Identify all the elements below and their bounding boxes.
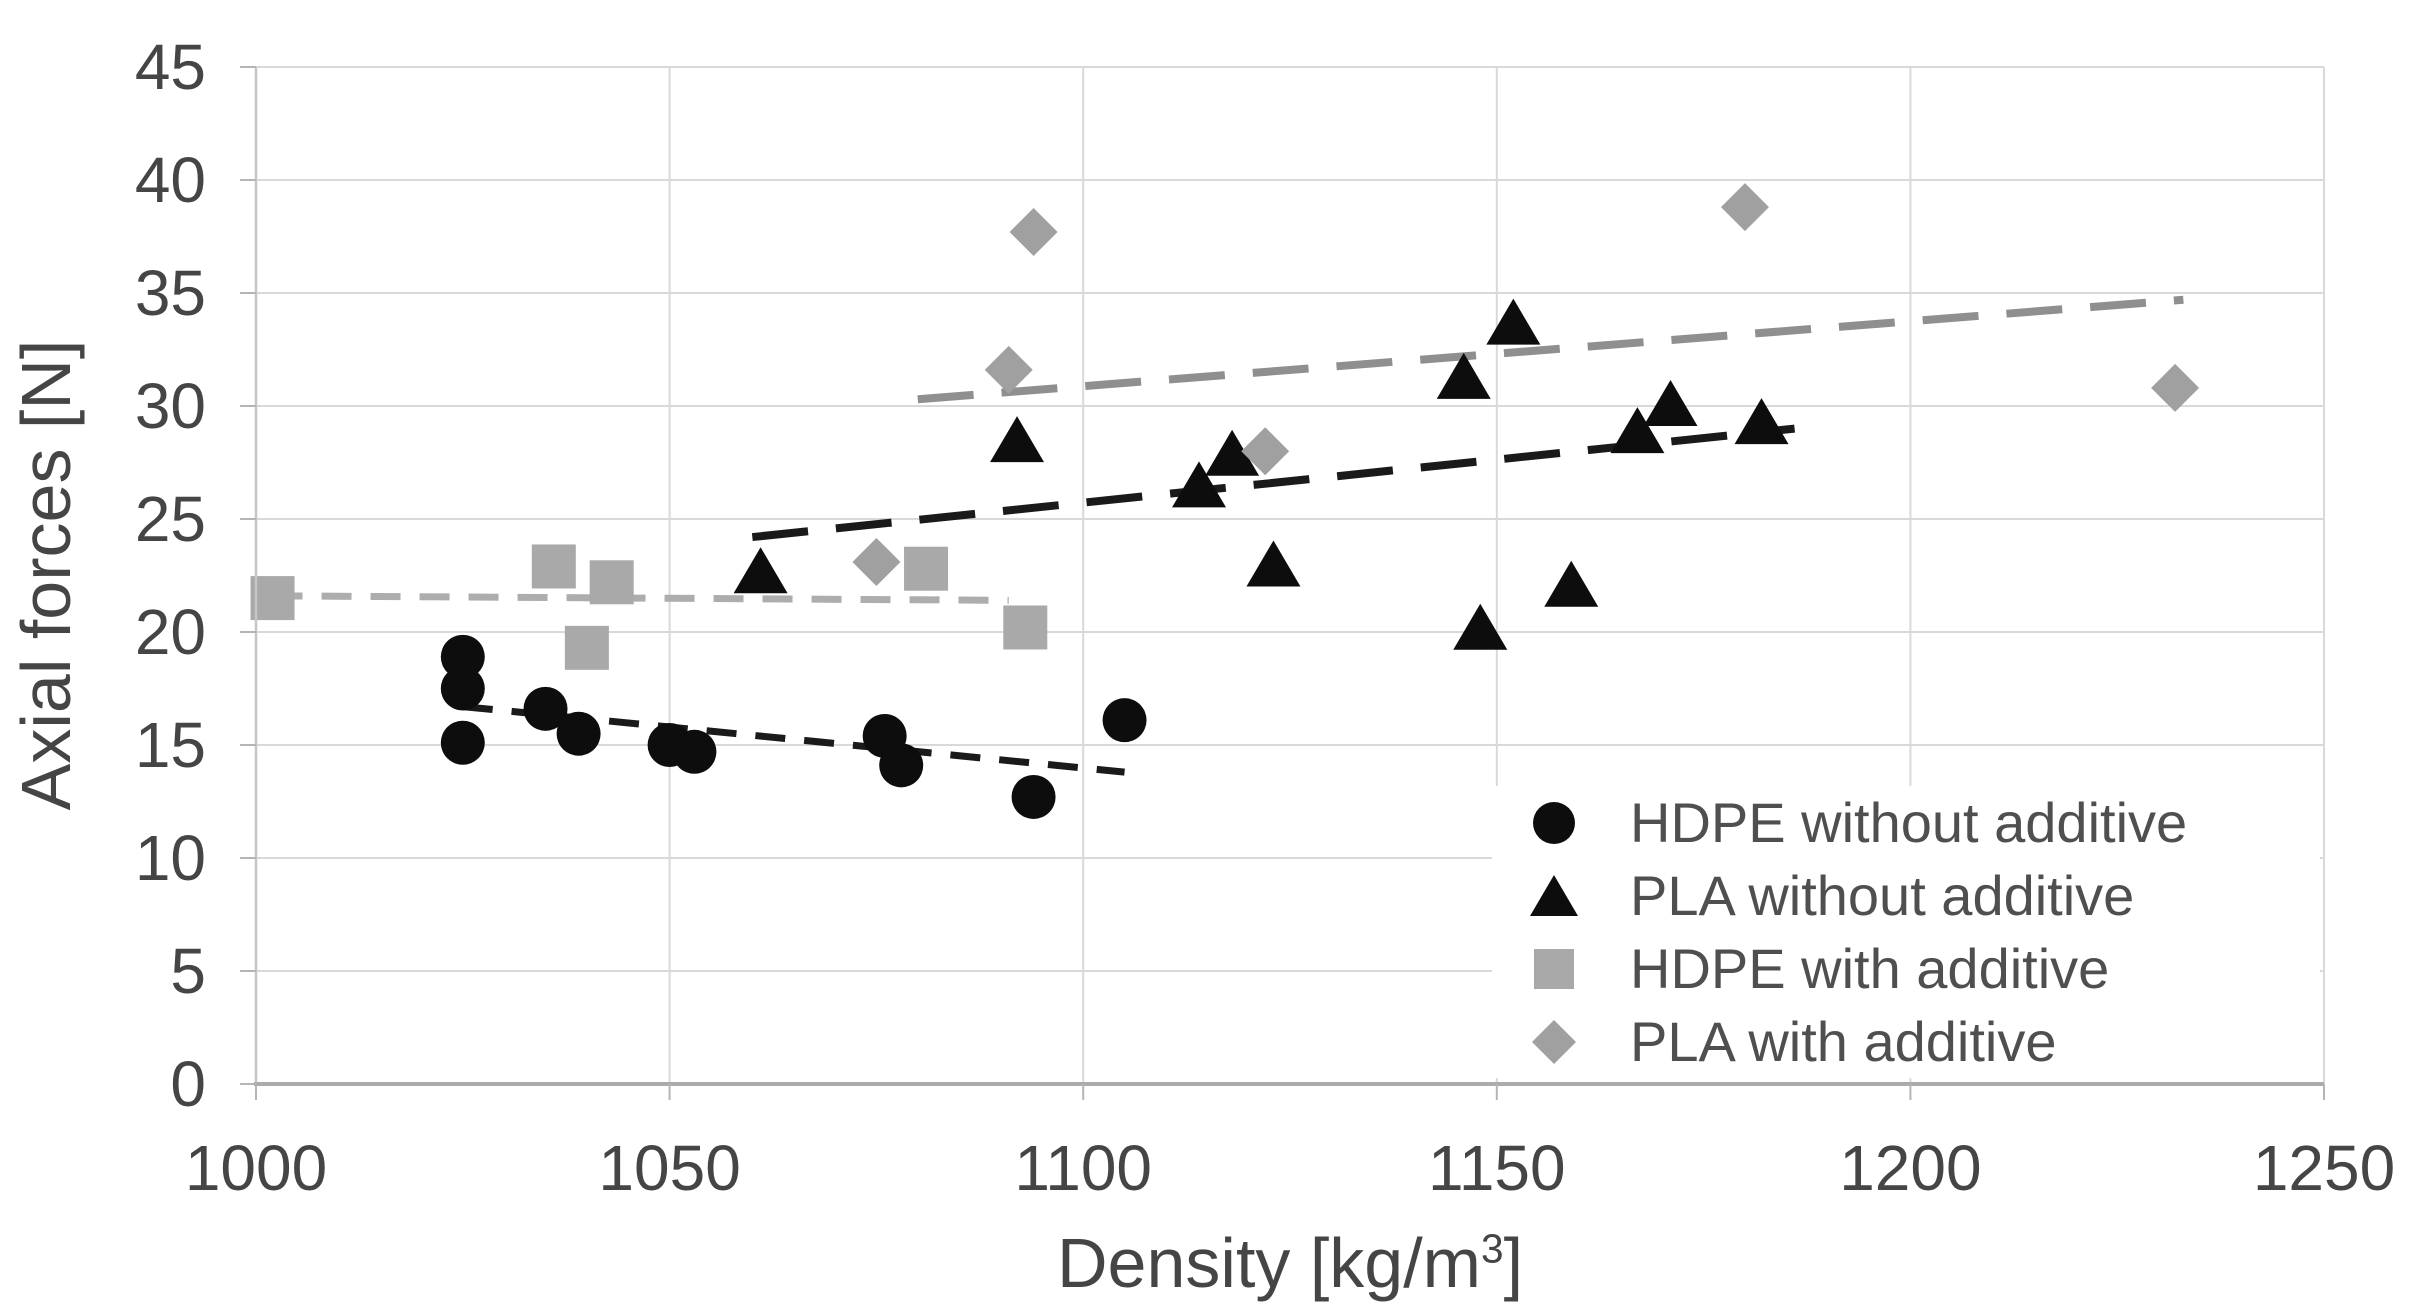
- hdpe-without-additive-point: [556, 711, 601, 756]
- x-tick-label: 1150: [1428, 1132, 1566, 1204]
- y-tick-label: 20: [135, 596, 206, 668]
- pla-without-additive-point: [990, 416, 1045, 463]
- y-tick-label: 35: [135, 257, 206, 329]
- pla-without-additive-point: [1172, 461, 1227, 508]
- pla-with-additive-point: [984, 345, 1033, 394]
- y-tick-label: 15: [135, 709, 206, 781]
- y-tick-label: 40: [135, 144, 206, 216]
- x-tick-label: 1100: [1014, 1132, 1152, 1204]
- hdpe-without-additive-point: [523, 686, 568, 731]
- triangle-legend-icon: [1530, 874, 1578, 916]
- hdpe-without-additive-point: [1102, 698, 1147, 743]
- legend-item-label: PLA with additive: [1630, 1010, 2057, 1073]
- pla-without-additive-point: [1436, 352, 1491, 399]
- hdpe-with-additive-point: [531, 544, 576, 589]
- x-axis-title-base: Density [kg/m: [1056, 1224, 1481, 1302]
- hdpe-with-additive-point: [564, 625, 609, 670]
- legend-item: PLA without additive: [1492, 859, 2320, 932]
- diamond-legend-icon: [1532, 1019, 1576, 1064]
- pla-without-additive-point: [1610, 407, 1665, 454]
- y-axis-title: Axial forces [N]: [7, 339, 85, 811]
- legend-item: HDPE with additive: [1492, 932, 2320, 1005]
- square-legend-icon: [1534, 948, 1574, 989]
- x-tick-label: 1250: [2253, 1132, 2395, 1204]
- x-axis-title-superscript: 3: [1480, 1225, 1504, 1272]
- pla-with-additive-point: [852, 537, 901, 586]
- x-tick-label: 1050: [598, 1132, 740, 1204]
- y-tick-label: 5: [170, 935, 206, 1007]
- pla-without-additive-point: [1486, 298, 1541, 345]
- hdpe-without-additive-point: [440, 720, 485, 765]
- legend-item: HDPE without additive: [1492, 786, 2320, 859]
- legend-item: PLA with additive: [1492, 1005, 2320, 1078]
- pla-without-additive-point: [1643, 380, 1698, 426]
- hdpe-with-additive-trendline: [272, 592, 1009, 604]
- pla-without-additive-point: [1205, 429, 1260, 476]
- y-tick-label: 30: [135, 370, 206, 442]
- hdpe-without-additive-point: [879, 743, 924, 788]
- diamond-legend-glyph: [1532, 1019, 1576, 1064]
- legend-item-label: HDPE with additive: [1630, 937, 2110, 1000]
- legend-item-label: PLA without additive: [1630, 864, 2135, 927]
- legend: HDPE without additive PLA without additiv…: [1492, 786, 2320, 1078]
- hdpe-with-additive-point: [904, 546, 949, 591]
- circle-legend-glyph: [1533, 801, 1575, 844]
- pla-with-additive-trendline: [917, 295, 2184, 404]
- pla-with-additive-point: [1720, 183, 1769, 232]
- pla-without-additive-point: [1544, 560, 1599, 607]
- pla-with-additive-point: [1009, 207, 1058, 256]
- pla-without-additive-point: [1734, 398, 1789, 445]
- y-tick-label: 45: [135, 31, 206, 103]
- hdpe-without-additive-point: [440, 634, 485, 679]
- x-tick-label: 1000: [185, 1132, 327, 1204]
- triangle-legend-glyph: [1530, 874, 1578, 916]
- circle-legend-icon: [1533, 801, 1575, 844]
- pla-with-additive-point: [2151, 363, 2200, 412]
- x-axis-title: Density [kg/m3]: [1057, 1223, 1523, 1303]
- square-legend-glyph: [1534, 948, 1574, 989]
- legend-item-label: HDPE without additive: [1630, 791, 2188, 854]
- x-axis-title-close: ]: [1503, 1224, 1524, 1302]
- y-tick-label: 0: [170, 1048, 206, 1120]
- y-tick-label: 25: [135, 483, 206, 555]
- pla-with-additive-point: [1241, 427, 1290, 476]
- x-tick-label: 1200: [1839, 1132, 1981, 1204]
- hdpe-with-additive-point: [589, 560, 634, 605]
- hdpe-with-additive-point: [1003, 605, 1048, 650]
- hdpe-with-additive-point: [250, 576, 295, 621]
- pla-without-additive-point: [1453, 603, 1508, 650]
- pla-without-additive-point: [733, 547, 788, 594]
- hdpe-without-additive-point: [1011, 774, 1056, 819]
- pla-without-additive-point: [1246, 540, 1301, 587]
- hdpe-without-additive-point: [440, 666, 485, 711]
- y-tick-label: 10: [135, 822, 206, 894]
- hdpe-without-additive-point: [672, 729, 717, 774]
